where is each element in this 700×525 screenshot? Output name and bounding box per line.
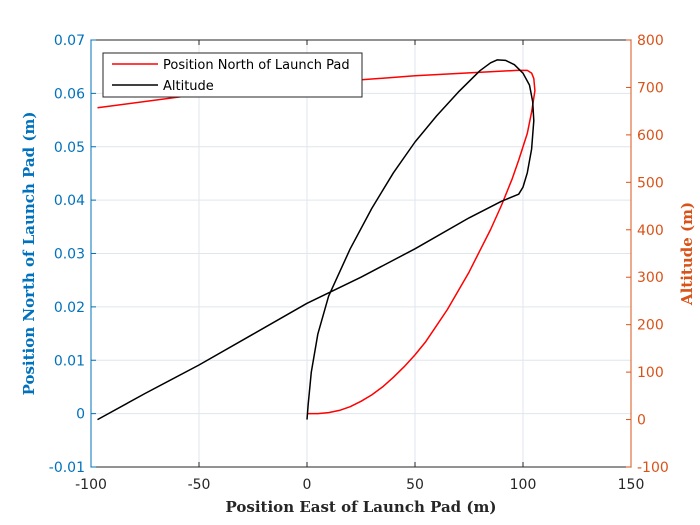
y-right-tick-label: 0	[637, 413, 646, 429]
legend-label-north: Position North of Launch Pad	[163, 58, 350, 73]
x-tick-label: -50	[188, 477, 211, 493]
y-left-tick-label: -0.01	[49, 460, 85, 476]
y-left-tick-label: 0.01	[54, 353, 85, 369]
y-left-tick-label: 0.06	[54, 86, 85, 102]
x-tick-label: -100	[75, 477, 107, 493]
legend-box	[102, 52, 363, 98]
y-left-tick-label: 0.05	[54, 140, 85, 156]
y-left-tick-label: 0	[76, 407, 85, 423]
y-right-tick-label: 500	[637, 175, 664, 191]
legend: Position North of Launch Pad Altitude	[102, 52, 363, 98]
y-right-tick-label: 600	[637, 128, 664, 144]
series-line-north	[97, 69, 536, 415]
y-right-tick-label: -100	[637, 460, 669, 476]
grid-lines	[90, 39, 632, 468]
y-right-tick-label: 700	[637, 80, 664, 96]
series-line-altitude	[97, 59, 535, 421]
x-tick-label: 0	[303, 477, 312, 493]
y-right-tick-label: 100	[637, 365, 664, 381]
y-axis-left-label: Position North of Launch Pad (m)	[20, 112, 38, 396]
y-axis-right-label: Altitude (m)	[678, 202, 696, 306]
x-axis-label: Position East of Launch Pad (m)	[226, 498, 497, 516]
x-tick-label: 100	[510, 477, 537, 493]
y-left-tick-label: 0.02	[54, 300, 85, 316]
y-left-tick-label: 0.04	[54, 193, 85, 209]
x-tick-label: 50	[406, 477, 424, 493]
y-right-tick-label: 300	[637, 270, 664, 286]
tick-labels: -100 -50 0 50 100 150 -0.01 0 0.01 0.02 0.03 0.04 0.…	[49, 33, 669, 493]
y-left-tick-label: 0.03	[54, 247, 85, 263]
legend-label-altitude: Altitude	[163, 79, 214, 94]
y-right-tick-label: 200	[637, 318, 664, 334]
y-left-tick-label: 0.07	[54, 33, 85, 49]
y-right-tick-label: 800	[637, 33, 664, 49]
x-tick-label: 150	[618, 477, 645, 493]
y-right-tick-label: 400	[637, 223, 664, 239]
series-layer	[97, 59, 536, 421]
